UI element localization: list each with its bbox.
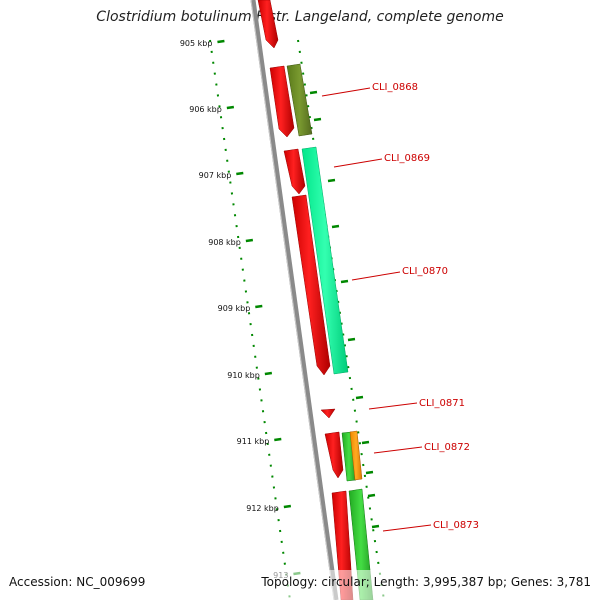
cds-orange-0872 xyxy=(349,430,363,481)
cds-red-0870 xyxy=(291,194,331,376)
ruler-label: 908 kbp xyxy=(208,238,241,247)
cds-red-0868 xyxy=(269,65,295,138)
ruler-tick xyxy=(264,371,273,376)
gene-label: CLI_0871 xyxy=(419,398,465,409)
cds-aqua-0869-0870 xyxy=(301,146,349,375)
ruler-label: 906 kbp xyxy=(189,105,222,114)
ruler-label: 911 kbp xyxy=(237,437,270,446)
cds-olive-0868 xyxy=(286,63,313,137)
ruler-tick xyxy=(226,105,235,110)
map-title: Clostridium botulinum F str. Langeland, … xyxy=(96,9,504,25)
cog-cds-track xyxy=(286,63,374,600)
label-leaders xyxy=(321,87,432,532)
ruler-label: 905 kbp xyxy=(180,39,213,48)
gene-label: CLI_0873 xyxy=(433,520,479,531)
ruler-label: 907 kbp xyxy=(199,171,232,180)
accession-text: Accession: NC_009699 xyxy=(9,575,146,589)
gene-labels: CLI_0868 CLI_0869 CLI_0870 CLI_0871 CLI_0872… xyxy=(372,82,479,531)
ruler-label: 912 kbp xyxy=(246,504,279,513)
genome-backbone-highlight xyxy=(250,0,335,600)
gene-label: CLI_0869 xyxy=(384,153,430,164)
ruler-tick xyxy=(217,39,225,44)
outer-ticks xyxy=(309,90,380,529)
ruler-label: 910 kbp xyxy=(227,371,260,380)
footer-backdrop xyxy=(0,570,600,600)
topology-text: Topology: circular; Length: 3,995,387 bp… xyxy=(261,575,591,589)
cds-red-0872 xyxy=(324,431,344,479)
ruler-tick xyxy=(283,504,292,509)
gene-label: CLI_0868 xyxy=(372,82,418,93)
ruler-arc xyxy=(209,39,291,600)
gene-label: CLI_0872 xyxy=(424,442,470,453)
genome-backbone xyxy=(250,0,339,600)
cds-red-0871 xyxy=(320,408,336,419)
ruler-tick xyxy=(255,304,263,309)
ruler-tick xyxy=(274,437,282,442)
ruler-tick xyxy=(245,238,254,243)
ruler-tick xyxy=(236,171,244,176)
gene-label: CLI_0870 xyxy=(402,266,448,277)
cds-red-0869 xyxy=(283,148,306,195)
cds-red-top xyxy=(257,0,279,49)
ruler-label: 909 kbp xyxy=(218,304,251,313)
